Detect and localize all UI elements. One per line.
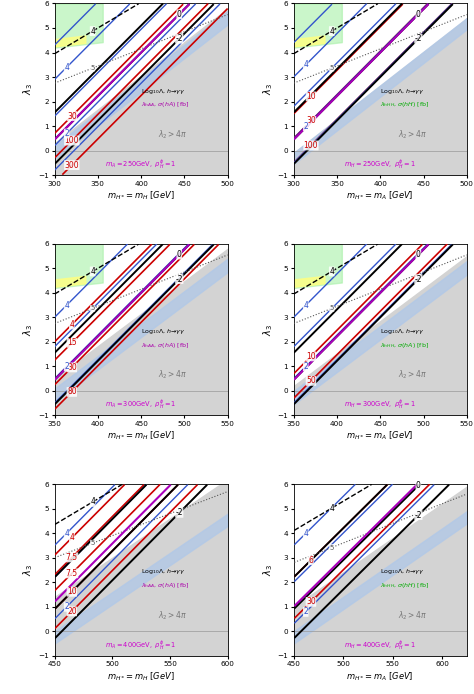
Text: 4: 4	[329, 26, 334, 35]
Text: 30: 30	[67, 112, 77, 121]
Text: $\lambda_{hAA}$, $\sigma(hA)$ [fb]: $\lambda_{hAA}$, $\sigma(hA)$ [fb]	[141, 101, 190, 110]
Text: $m_H=300\mathrm{GeV},\ \rho_H^{\phi}=1$: $m_H=300\mathrm{GeV},\ \rho_H^{\phi}=1$	[344, 398, 416, 412]
Text: 15: 15	[67, 339, 77, 348]
Text: 6: 6	[309, 556, 313, 565]
Text: $\lambda_2>4\pi$: $\lambda_2>4\pi$	[158, 128, 188, 141]
Text: 4: 4	[90, 267, 95, 276]
Text: 4: 4	[329, 504, 334, 513]
Text: 2: 2	[303, 362, 308, 371]
X-axis label: $m_{H^{\pm}} = m_H\ [GeV]$: $m_{H^{\pm}} = m_H\ [GeV]$	[107, 430, 175, 442]
Text: 4: 4	[303, 60, 308, 69]
Text: -2: -2	[415, 275, 422, 284]
X-axis label: $m_{H^{\pm}} = m_A\ [GeV]$: $m_{H^{\pm}} = m_A\ [GeV]$	[346, 670, 414, 683]
Text: Log$_{10}\Lambda$, $h\!\to\!\gamma\gamma$: Log$_{10}\Lambda$, $h\!\to\!\gamma\gamma…	[380, 327, 425, 336]
Text: 2: 2	[64, 362, 69, 371]
Text: 5: 5	[91, 65, 95, 71]
Text: 7.5: 7.5	[66, 569, 78, 578]
Text: 10: 10	[306, 352, 316, 361]
Text: $m_H=400\mathrm{GeV},\ \rho_H^{\phi}=1$: $m_H=400\mathrm{GeV},\ \rho_H^{\phi}=1$	[344, 638, 416, 652]
Text: 4: 4	[90, 26, 95, 35]
X-axis label: $m_{H^{\pm}} = m_H\ [GeV]$: $m_{H^{\pm}} = m_H\ [GeV]$	[107, 670, 175, 683]
Text: 5: 5	[91, 305, 95, 312]
Y-axis label: $\lambda_3$: $\lambda_3$	[261, 323, 274, 336]
Text: 0: 0	[416, 250, 421, 259]
Text: -2: -2	[415, 511, 422, 520]
Text: Log$_{10}\Lambda$, $h\!\to\!\gamma\gamma$: Log$_{10}\Lambda$, $h\!\to\!\gamma\gamma…	[380, 87, 425, 96]
Text: 4: 4	[69, 320, 74, 329]
Text: 30: 30	[67, 363, 77, 372]
Text: Log$_{10}\Lambda$, $h\!\to\!\gamma\gamma$: Log$_{10}\Lambda$, $h\!\to\!\gamma\gamma…	[380, 568, 425, 577]
Text: $\lambda_2>4\pi$: $\lambda_2>4\pi$	[398, 369, 427, 381]
Text: 4: 4	[303, 529, 308, 538]
Text: 2: 2	[64, 129, 69, 138]
Text: 100: 100	[304, 141, 318, 150]
Text: 5: 5	[329, 305, 334, 312]
Text: -2: -2	[415, 34, 422, 43]
Text: 5: 5	[91, 540, 95, 546]
Text: $\lambda_{hHH}$, $\sigma(hA)$ [fb]: $\lambda_{hHH}$, $\sigma(hA)$ [fb]	[380, 341, 429, 350]
X-axis label: $m_{H^{\pm}} = m_A\ [GeV]$: $m_{H^{\pm}} = m_A\ [GeV]$	[346, 430, 414, 442]
Text: 4: 4	[64, 301, 69, 310]
Text: 7.5: 7.5	[66, 553, 78, 562]
Text: 0: 0	[416, 10, 421, 19]
Y-axis label: $\lambda_3$: $\lambda_3$	[22, 83, 36, 95]
Text: 300: 300	[64, 160, 79, 169]
Text: 0: 0	[177, 10, 182, 19]
Text: -2: -2	[175, 34, 183, 43]
Text: $\lambda_2>4\pi$: $\lambda_2>4\pi$	[398, 128, 427, 141]
Text: 4: 4	[64, 63, 69, 71]
Text: 2: 2	[64, 602, 69, 611]
Y-axis label: $\lambda_3$: $\lambda_3$	[261, 83, 274, 95]
X-axis label: $m_{H^{\pm}} = m_A\ [GeV]$: $m_{H^{\pm}} = m_A\ [GeV]$	[346, 189, 414, 202]
Y-axis label: $\lambda_3$: $\lambda_3$	[22, 564, 36, 576]
Text: $\lambda_{hAA}$, $\sigma(hA)$ [fb]: $\lambda_{hAA}$, $\sigma(hA)$ [fb]	[141, 581, 190, 590]
Text: $m_H=250\mathrm{GeV},\ \rho_H^{\phi}=1$: $m_H=250\mathrm{GeV},\ \rho_H^{\phi}=1$	[344, 158, 416, 171]
Text: 4: 4	[64, 529, 69, 538]
Text: $\lambda_{hAA}$, $\sigma(hA)$ [fb]: $\lambda_{hAA}$, $\sigma(hA)$ [fb]	[141, 341, 190, 350]
Text: 5: 5	[329, 545, 334, 550]
Text: Log$_{10}\Lambda$, $h\!\to\!\gamma\gamma$: Log$_{10}\Lambda$, $h\!\to\!\gamma\gamma…	[141, 568, 186, 577]
Text: $\lambda_{hHH}$, $\sigma(hH)$ [fb]: $\lambda_{hHH}$, $\sigma(hH)$ [fb]	[380, 581, 430, 590]
Y-axis label: $\lambda_3$: $\lambda_3$	[261, 564, 274, 576]
Text: $\lambda_2>4\pi$: $\lambda_2>4\pi$	[158, 609, 188, 622]
Text: 100: 100	[64, 136, 79, 145]
Text: 4: 4	[90, 498, 95, 507]
Text: 5: 5	[329, 65, 334, 71]
Text: 2: 2	[303, 121, 308, 130]
Text: 50: 50	[306, 376, 316, 385]
Text: $\lambda_{hHH}$, $\sigma(hH)$ [fb]: $\lambda_{hHH}$, $\sigma(hH)$ [fb]	[380, 101, 430, 110]
Text: 10: 10	[306, 92, 316, 101]
Text: 0: 0	[416, 481, 421, 490]
Text: 10: 10	[67, 587, 77, 596]
Text: -2: -2	[175, 508, 183, 517]
Text: $m_A=250\mathrm{GeV},\ \rho_H^{\phi}=1$: $m_A=250\mathrm{GeV},\ \rho_H^{\phi}=1$	[105, 158, 177, 171]
Text: 30: 30	[306, 598, 316, 607]
Text: 4: 4	[329, 267, 334, 276]
Text: Log$_{10}\Lambda$, $h\!\to\!\gamma\gamma$: Log$_{10}\Lambda$, $h\!\to\!\gamma\gamma…	[141, 87, 186, 96]
Text: 30: 30	[306, 117, 316, 126]
Text: 20: 20	[67, 607, 77, 616]
Text: $m_A=400\mathrm{GeV},\ \rho_H^{\phi}=1$: $m_A=400\mathrm{GeV},\ \rho_H^{\phi}=1$	[105, 638, 177, 652]
Text: -2: -2	[175, 275, 183, 284]
Text: $\lambda_2>4\pi$: $\lambda_2>4\pi$	[398, 609, 427, 622]
Text: Log$_{10}\Lambda$, $h\!\to\!\gamma\gamma$: Log$_{10}\Lambda$, $h\!\to\!\gamma\gamma…	[141, 327, 186, 336]
Text: 0: 0	[177, 250, 182, 259]
Text: 2: 2	[303, 607, 308, 616]
X-axis label: $m_{H^{\pm}} = m_H\ [GeV]$: $m_{H^{\pm}} = m_H\ [GeV]$	[107, 189, 175, 202]
Text: 80: 80	[67, 387, 77, 396]
Text: $m_A=300\mathrm{GeV},\ \rho_H^{\phi}=1$: $m_A=300\mathrm{GeV},\ \rho_H^{\phi}=1$	[105, 398, 177, 412]
Text: 4: 4	[303, 301, 308, 310]
Y-axis label: $\lambda_3$: $\lambda_3$	[22, 323, 36, 336]
Text: 4: 4	[69, 533, 74, 542]
Text: $\lambda_2>4\pi$: $\lambda_2>4\pi$	[158, 369, 188, 381]
